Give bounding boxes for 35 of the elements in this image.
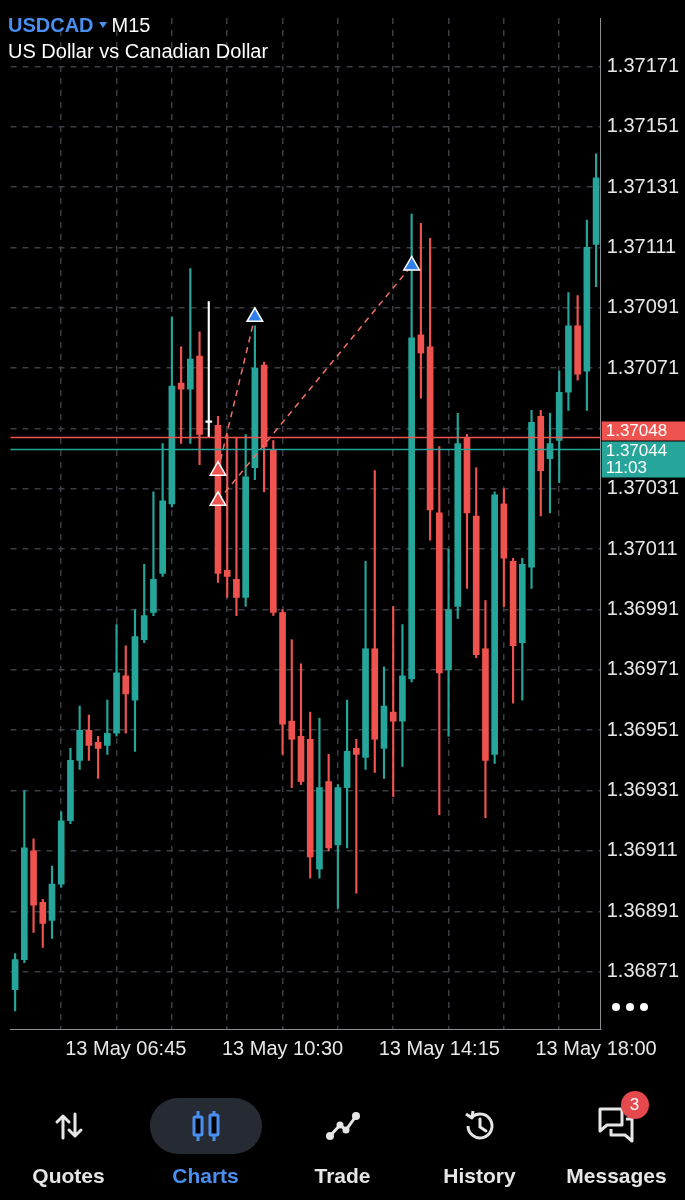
text: Quotes: [32, 1164, 105, 1188]
candlestick: [399, 624, 406, 767]
notification-badge: 3: [620, 1091, 649, 1119]
y-tick-label: 1.36931: [606, 778, 679, 801]
ref-line-label: 1.37044: [605, 441, 668, 461]
text: US Dollar vs Canadian Dollar: [8, 39, 269, 64]
y-tick-label: 1.36891: [606, 898, 679, 921]
y-tick-label: 1.37131: [606, 174, 679, 197]
y-tick-label: 1.36871: [606, 959, 679, 982]
x-tick-label: 13 May 10:30: [221, 1036, 344, 1059]
candlestick: [150, 491, 157, 616]
annotation: M15: [111, 13, 151, 38]
y-tick-label: 1.37011: [606, 536, 678, 559]
y-tick-label: 1.36991: [606, 597, 679, 620]
candlestick: [445, 548, 452, 737]
y-tick-label: 1.37151: [606, 114, 679, 137]
text: Messages: [566, 1164, 667, 1188]
text: Trade: [314, 1164, 371, 1188]
y-tick-label: 1.36911: [606, 838, 678, 861]
text: 11:03: [605, 458, 647, 478]
y-tick-label: 1.37111: [606, 234, 677, 257]
x-tick-label: 13 May 18:00: [535, 1036, 657, 1059]
y-tick-label: 1.36951: [606, 717, 679, 740]
text: Charts: [172, 1164, 239, 1188]
x-tick-label: 13 May 06:45: [65, 1036, 187, 1059]
y-tick-label: 1.37171: [606, 53, 679, 76]
ref-line-label: 1.37048: [605, 421, 668, 441]
y-tick-label: 1.37091: [606, 295, 679, 318]
y-tick-label: 1.37031: [606, 476, 679, 499]
y-tick-label: 1.36971: [606, 657, 679, 680]
chart-title: USDCAD: [8, 13, 94, 38]
text: History: [443, 1164, 516, 1188]
candlestick: [205, 301, 213, 438]
x-tick-label: 13 May 14:15: [378, 1036, 500, 1059]
y-tick-label: 1.37071: [606, 355, 679, 378]
